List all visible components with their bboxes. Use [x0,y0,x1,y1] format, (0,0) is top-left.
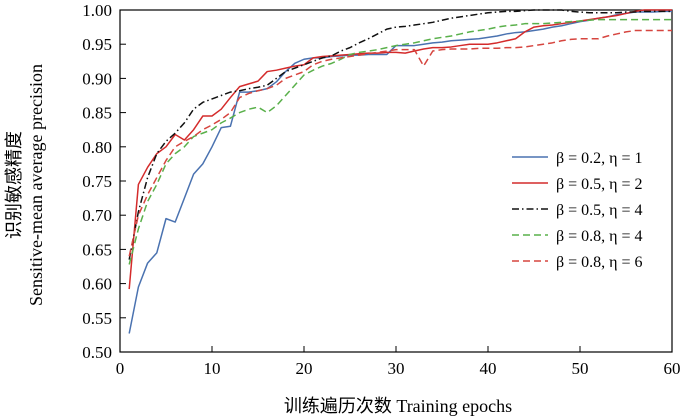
series-line-5 [128,29,672,257]
legend-entry-4: β = 0.8, η = 4 [556,228,643,245]
y-tick-label: 0.95 [82,35,112,54]
x-axis-label: 训练遍历次数 Training epochs [284,396,512,416]
x-tick-label: 40 [480,359,497,378]
y-axis-label-chinese: 识别敏感精度 [4,131,24,239]
x-tick-label: 10 [204,359,221,378]
legend-entry-2: β = 0.5, η = 2 [556,176,643,193]
y-tick-label: 0.70 [82,206,112,225]
series-layer [128,9,672,334]
legend-entry-1: β = 0.2, η = 1 [556,150,643,167]
y-tick-label: 1.00 [82,1,112,20]
y-tick-label: 0.65 [82,240,112,259]
series-line-1 [128,10,672,334]
y-tick-label: 0.60 [82,275,112,294]
x-tick-label: 0 [116,359,125,378]
legend: β = 0.2, η = 1 β = 0.5, η = 2 β = 0.5, η =… [512,150,643,271]
x-tick-label: 20 [296,359,313,378]
x-tick-label: 30 [388,359,405,378]
x-tick-label: 60 [664,359,681,378]
series-line-4 [128,18,672,265]
series-line-3 [128,9,672,260]
y-axis-label-english: Sensitive-mean average precision [26,64,46,306]
y-tick-label: 0.75 [82,172,112,191]
legend-entry-5: β = 0.8, η = 6 [556,254,643,271]
y-tick-label: 0.50 [82,343,112,362]
y-tick-label: 0.80 [82,138,112,157]
ticks-layer: 0 10 20 30 40 50 60 0.50 0.55 0.60 0.65 0.70 0.75 0.8… [82,1,680,378]
legend-entry-3: β = 0.5, η = 4 [556,202,643,219]
x-tick-label: 50 [572,359,589,378]
y-tick-label: 0.85 [82,104,112,123]
y-tick-label: 0.55 [82,309,112,328]
y-tick-label: 0.90 [82,69,112,88]
